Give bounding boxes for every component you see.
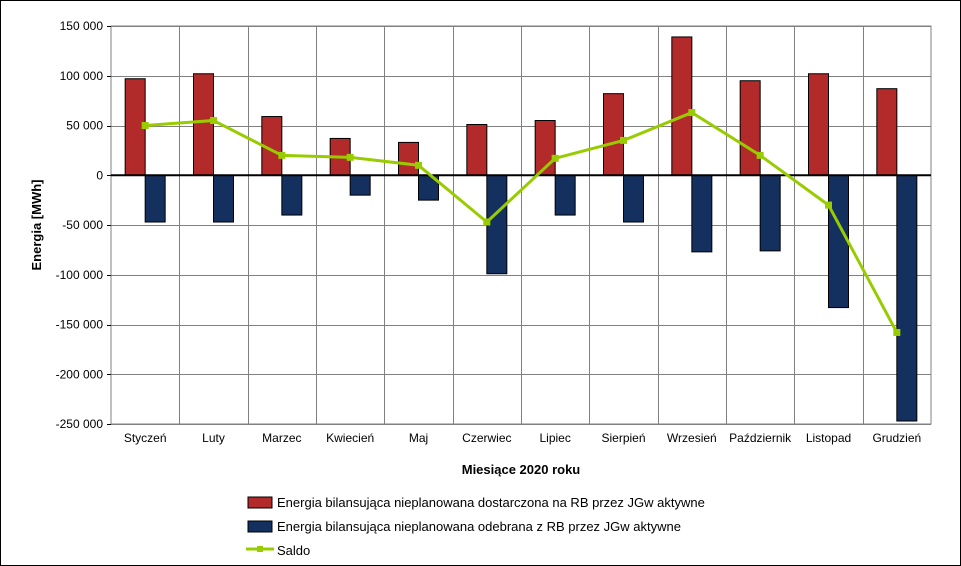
y-tick-label: 0 xyxy=(96,168,103,182)
saldo-point xyxy=(415,161,422,169)
y-tick-label: 50 000 xyxy=(66,119,103,133)
bar-delivered xyxy=(808,73,829,176)
bar-delivered xyxy=(671,36,693,176)
y-tick-labels: 150 000 100 000 50 000 0 -50 000 -100 000 -150… xyxy=(56,19,111,431)
saldo-point xyxy=(141,122,149,129)
saldo-point xyxy=(210,117,217,125)
saldo-point xyxy=(688,109,696,117)
bar-received xyxy=(554,174,576,216)
x-tick-label: Styczeń xyxy=(124,431,167,445)
bar-delivered xyxy=(193,73,214,176)
bar-received xyxy=(144,174,166,223)
y-tick-label: -150 000 xyxy=(56,318,104,332)
y-tick-label: -50 000 xyxy=(62,218,103,232)
bar-delivered xyxy=(739,80,761,176)
bar-delivered xyxy=(398,141,419,176)
y-tick-label: -250 000 xyxy=(56,417,104,431)
x-tick-label: Lipiec xyxy=(539,431,570,445)
saldo-point xyxy=(278,151,286,159)
legend: Energia bilansująca nieplanowana dostarc… xyxy=(246,495,705,558)
x-tick-label: Wrzesień xyxy=(667,431,717,445)
x-tick-label: Maj xyxy=(409,431,428,445)
x-tick-labels: Styczeń Luty Marzec Kwiecień Maj Czerwiec Lipi… xyxy=(124,431,921,445)
bar-received xyxy=(623,174,644,223)
bar-received xyxy=(759,174,781,252)
saldo-point xyxy=(825,201,832,209)
saldo-line xyxy=(141,109,901,336)
y-tick-label: 150 000 xyxy=(60,19,104,33)
legend-label-received: Energia bilansująca nieplanowana odebran… xyxy=(277,519,681,534)
x-tick-label: Luty xyxy=(202,431,225,445)
x-tick-label: Sierpień xyxy=(601,431,645,445)
saldo-point xyxy=(483,218,491,226)
legend-swatch-delivered xyxy=(247,496,273,509)
bar-received xyxy=(691,174,713,253)
x-tick-label: Kwiecień xyxy=(326,431,374,445)
bar-received xyxy=(896,174,918,422)
saldo-polyline xyxy=(145,111,899,334)
y-tick-label: -100 000 xyxy=(56,268,104,282)
y-tick-label: 100 000 xyxy=(60,69,104,83)
bar-delivered xyxy=(603,93,624,176)
saldo-point xyxy=(620,136,627,144)
x-axis-title: Miesiące 2020 roku xyxy=(462,462,581,477)
legend-swatch-saldo-marker xyxy=(257,546,263,552)
bar-received xyxy=(349,174,371,196)
bars xyxy=(124,36,918,422)
legend-label-saldo: Saldo xyxy=(277,543,310,558)
x-tick-label: Listopad xyxy=(806,431,851,445)
y-tick-label: -200 000 xyxy=(56,367,104,381)
bar-received xyxy=(213,174,234,223)
saldo-point xyxy=(551,154,559,162)
bar-delivered xyxy=(876,88,898,176)
legend-swatch-received xyxy=(247,520,273,533)
x-tick-label: Czerwiec xyxy=(462,431,511,445)
bar-received xyxy=(281,174,303,216)
x-tick-label: Marzec xyxy=(262,431,301,445)
saldo-point xyxy=(346,153,354,161)
saldo-point xyxy=(756,151,764,159)
y-axis-title: Energia [MWh] xyxy=(29,180,44,271)
bar-delivered xyxy=(466,124,488,176)
x-tick-label: Październik xyxy=(729,431,792,445)
saldo-point xyxy=(893,328,901,336)
x-tick-label: Grudzień xyxy=(872,431,921,445)
legend-label-delivered: Energia bilansująca nieplanowana dostarc… xyxy=(277,495,705,510)
bar-received xyxy=(828,174,849,309)
gridlines xyxy=(110,25,932,425)
